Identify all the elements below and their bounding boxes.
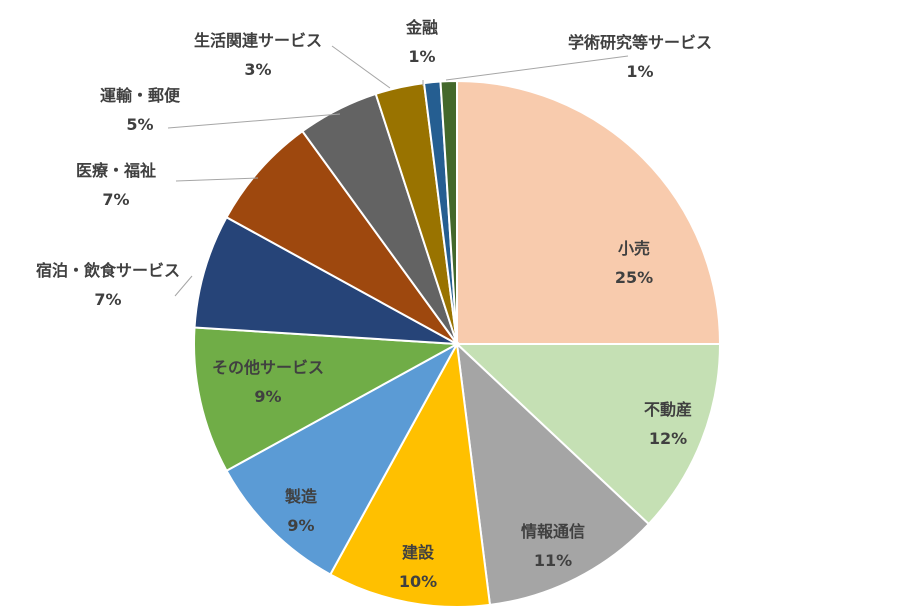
- leader-line: [174, 275, 193, 297]
- slice-category-label: 学術研究等サービス: [568, 33, 712, 52]
- slice-percent-label: 9%: [287, 516, 314, 535]
- slice-percent-label: 12%: [649, 429, 687, 448]
- leader-lines-layer: [167, 45, 629, 297]
- slice-category-label: 建設: [402, 543, 435, 562]
- leader-line: [445, 55, 629, 81]
- pie-slice: [225, 341, 460, 576]
- slice-label: 宿泊・飲食サービス 7%: [36, 261, 180, 309]
- slice-percent-label: 1%: [408, 47, 435, 66]
- slice-label: 情報通信 11%: [521, 522, 585, 570]
- slice-label: 生活関連サービス 3%: [194, 31, 322, 79]
- slice-label: 不動産 12%: [644, 400, 692, 448]
- slice-percent-label: 11%: [534, 551, 572, 570]
- pie-slice: [454, 343, 722, 526]
- slice-label: 金融 1%: [405, 18, 438, 66]
- slice-category-label: 小売: [618, 239, 650, 258]
- pie-slice: [193, 215, 458, 345]
- slice-label: 医療・福祉 7%: [76, 161, 156, 209]
- pie-slice: [456, 79, 722, 345]
- slice-percent-label: 7%: [94, 290, 121, 309]
- slice-category-label: 医療・福祉: [76, 161, 156, 180]
- slice-label: 小売 25%: [615, 239, 653, 287]
- pie-slice: [439, 79, 458, 345]
- slice-label: 学術研究等サービス 1%: [568, 33, 712, 81]
- slice-category-label: 情報通信: [521, 522, 585, 541]
- slice-label: 製造 9%: [284, 487, 318, 535]
- slice-label: 運輸・郵便 5%: [100, 86, 181, 134]
- slice-category-label: 宿泊・飲食サービス: [36, 261, 180, 280]
- slice-category-label: 金融: [405, 18, 438, 37]
- leader-line: [331, 45, 391, 89]
- slice-percent-label: 25%: [615, 268, 653, 287]
- slice-category-label: その他サービス: [212, 358, 324, 377]
- pie-slice: [225, 129, 458, 345]
- leader-line: [167, 113, 341, 129]
- slice-label: その他サービス 9%: [212, 358, 324, 406]
- pie-slice: [455, 341, 651, 607]
- slice-category-label: 製造: [284, 487, 318, 506]
- pie-slice: [328, 340, 492, 608]
- labels-layer: 小売 25% 不動産 12% 情報通信 11% 建設 10% 製造 9% その他サービス 9% 宿泊・飲…: [36, 18, 712, 591]
- slice-category-label: 運輸・郵便: [100, 86, 181, 105]
- slice-percent-label: 1%: [626, 62, 653, 81]
- pie-slice: [193, 326, 461, 473]
- slice-category-label: 不動産: [644, 400, 692, 419]
- slice-label: 建設 10%: [399, 543, 437, 591]
- slice-category-label: 生活関連サービス: [194, 31, 322, 50]
- slice-percent-label: 9%: [254, 387, 281, 406]
- slice-percent-label: 5%: [126, 115, 153, 134]
- slice-percent-label: 3%: [244, 60, 271, 79]
- slice-percent-label: 10%: [399, 572, 437, 591]
- slices-layer: [193, 79, 722, 608]
- leader-line: [175, 177, 259, 182]
- slice-percent-label: 7%: [102, 190, 129, 209]
